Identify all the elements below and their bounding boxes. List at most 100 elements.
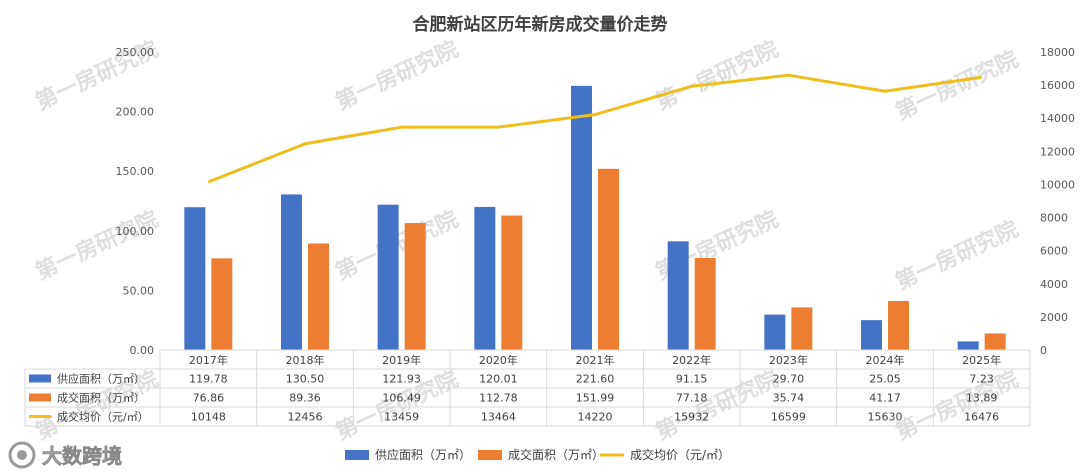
table-value: 7.23 <box>969 373 994 386</box>
legend-label: 成交面积（万㎡） <box>508 447 604 462</box>
bar-supply <box>474 206 496 350</box>
category-label: 2023年 <box>769 353 808 367</box>
right-tick-label: 6000 <box>1040 245 1068 258</box>
logo-mark-dot <box>17 450 27 460</box>
table-value: 41.17 <box>869 392 901 405</box>
table-value: 12456 <box>288 411 323 424</box>
table-key <box>29 393 51 402</box>
watermark-text: 第一房研究院 <box>892 366 1023 445</box>
left-tick-label: 100.00 <box>116 225 155 238</box>
right-tick-label: 10000 <box>1040 178 1075 191</box>
logo: 大数跨境 <box>8 441 122 469</box>
category-label: 2018年 <box>286 353 325 367</box>
table-value: 10148 <box>191 411 226 424</box>
bars-layer <box>184 85 1006 351</box>
bar-deal <box>501 215 523 350</box>
table-value: 77.18 <box>676 392 708 405</box>
right-tick-label: 0 <box>1040 344 1047 357</box>
data-table: 2017年 2018年 2019年 2020年 2021年 2022年 2023年 2024年… <box>24 349 1031 427</box>
table-value: 16476 <box>964 411 999 424</box>
category-label: 2019年 <box>382 353 421 367</box>
watermark-text: 第一房研究院 <box>332 36 463 115</box>
bar-supply <box>861 320 882 350</box>
legend-label: 供应面积（万㎡） <box>375 447 471 462</box>
table-value: 91.15 <box>676 373 708 386</box>
logo-mark <box>8 441 36 469</box>
category-label: 2022年 <box>672 353 711 367</box>
bar-supply <box>667 241 689 350</box>
table-series-name: 成交均价（元/㎡） <box>57 410 149 424</box>
table-value: 112.78 <box>479 392 518 405</box>
left-tick-label: 250.00 <box>116 46 155 59</box>
bar-supply <box>571 85 592 351</box>
table-value: 106.49 <box>382 392 421 405</box>
table-value: 14220 <box>578 411 613 424</box>
watermark-text: 第一房研究院 <box>32 206 163 285</box>
watermark-text: 第一房研究院 <box>652 366 783 445</box>
table-series-name: 成交面积（万㎡） <box>57 391 145 405</box>
legend-label: 成交均价（元/㎡） <box>630 447 730 462</box>
category-label: 2017年 <box>189 353 228 367</box>
bar-deal <box>888 300 909 350</box>
table-value: 121.93 <box>382 373 421 386</box>
table-value: 16599 <box>771 411 806 424</box>
category-label: 2024年 <box>866 353 905 367</box>
bar-deal <box>211 258 233 350</box>
right-y-axis: 0 2000 4000 6000 8000 10000 12000 14000 16000 180… <box>1040 46 1075 357</box>
bar-supply <box>184 207 206 350</box>
right-tick-label: 4000 <box>1040 278 1068 291</box>
table-value: 35.74 <box>773 392 805 405</box>
table-key <box>29 374 51 383</box>
table-value: 221.60 <box>576 373 615 386</box>
legend-key <box>478 450 502 460</box>
watermark-text: 第一房研究院 <box>892 46 1023 125</box>
right-tick-label: 18000 <box>1040 46 1075 59</box>
right-tick-label: 12000 <box>1040 145 1075 158</box>
left-y-axis: 0.00 50.00 100.00 150.00 200.00 250.00 <box>116 46 155 357</box>
table-value: 13464 <box>481 411 516 424</box>
table-value: 130.50 <box>286 373 325 386</box>
table-value: 119.78 <box>189 373 228 386</box>
right-tick-label: 8000 <box>1040 212 1068 225</box>
table-value: 25.05 <box>869 373 901 386</box>
table-value: 13.89 <box>966 392 998 405</box>
category-label: 2020年 <box>479 353 518 367</box>
price-line <box>207 73 982 184</box>
bar-deal <box>694 258 716 350</box>
bar-deal <box>598 168 619 350</box>
table-value: 151.99 <box>576 392 615 405</box>
table-value: 76.86 <box>193 392 225 405</box>
right-tick-label: 16000 <box>1040 79 1075 92</box>
table-value: 89.36 <box>289 392 321 405</box>
table-value: 120.01 <box>479 373 518 386</box>
table-value: 29.70 <box>773 373 805 386</box>
watermark-text: 第一房研究院 <box>652 36 783 115</box>
bar-supply <box>764 314 786 350</box>
right-tick-label: 2000 <box>1040 311 1068 324</box>
left-tick-label: 200.00 <box>116 106 155 119</box>
bar-supply <box>377 204 399 350</box>
table-value: 15932 <box>674 411 709 424</box>
watermark-text: 第一房研究院 <box>892 216 1023 295</box>
table-value: 13459 <box>384 411 419 424</box>
left-tick-label: 0.00 <box>130 344 155 357</box>
bar-deal <box>984 333 1006 350</box>
line-layer <box>207 73 982 184</box>
left-tick-label: 150.00 <box>116 165 155 178</box>
left-tick-label: 50.00 <box>123 284 155 297</box>
bar-deal <box>791 307 813 350</box>
table-series-name: 供应面积（万㎡） <box>57 372 145 386</box>
right-tick-label: 14000 <box>1040 112 1075 125</box>
bar-deal <box>308 243 329 350</box>
legend: 供应面积（万㎡） 成交面积（万㎡） 成交均价（元/㎡） <box>345 447 730 462</box>
table-value: 15630 <box>868 411 903 424</box>
bar-supply <box>281 194 302 350</box>
category-label: 2025年 <box>962 353 1001 367</box>
chart-title: 合肥新站区历年新房成交量价走势 <box>413 14 668 35</box>
category-label: 2021年 <box>576 353 615 367</box>
bar-supply <box>957 341 979 350</box>
bar-deal <box>404 223 426 350</box>
legend-key <box>345 450 369 460</box>
logo-text: 大数跨境 <box>42 444 122 468</box>
